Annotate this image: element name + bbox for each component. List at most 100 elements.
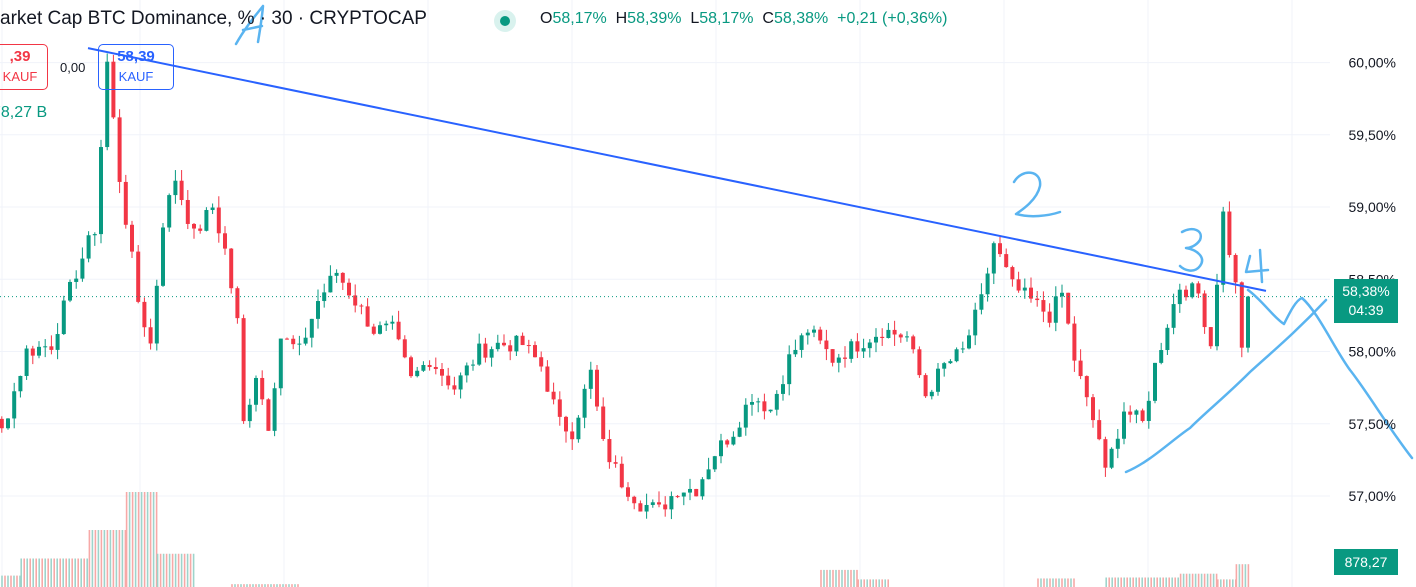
volume-bar: [100, 530, 103, 587]
volume-bar: [878, 579, 880, 587]
candle-body: [384, 323, 389, 326]
candle-body: [886, 329, 891, 338]
close-value: 58,38%: [773, 10, 829, 27]
candle-body: [855, 341, 860, 352]
volume-bar: [884, 579, 886, 587]
candle-body: [638, 503, 643, 512]
volume-bar: [1123, 577, 1125, 587]
candle-body: [725, 440, 730, 445]
candle-body: [576, 417, 581, 440]
candle-body: [30, 348, 35, 356]
candle-body: [495, 342, 500, 350]
volume-bar: [1, 575, 3, 587]
volume-bar: [83, 558, 85, 587]
candle-body: [799, 335, 804, 350]
candle-body: [1239, 282, 1244, 348]
candle-body: [657, 502, 661, 505]
candle-body: [588, 369, 593, 389]
candle-body: [452, 385, 457, 390]
volume-bar: [863, 579, 865, 587]
candle-body: [688, 488, 692, 493]
volume-bar: [267, 584, 269, 587]
volume-bar: [1138, 577, 1140, 587]
volume-bar: [1217, 579, 1219, 587]
candle-body: [55, 334, 60, 350]
volume-bar: [171, 553, 174, 587]
candle-body: [1196, 283, 1201, 294]
volume-bar: [279, 584, 281, 587]
candle-body: [508, 345, 513, 352]
candle-body: [1053, 296, 1058, 323]
candle-body: [427, 365, 432, 367]
annotation-3: [1178, 228, 1204, 272]
candle-body: [1109, 448, 1114, 468]
candle-body: [210, 207, 215, 211]
current-price-tag: 58,38% 04:39: [1334, 279, 1398, 323]
volume-bar: [1182, 573, 1185, 587]
volume-bar: [881, 579, 883, 587]
volume-bars: [1, 492, 1250, 587]
y-tick-label: 58,00%: [1349, 344, 1396, 360]
volume-bar: [1037, 578, 1039, 587]
annotation-forecast-path: [1246, 288, 1414, 460]
candle-body: [6, 418, 10, 429]
volume-bar: [273, 584, 275, 587]
buy-button[interactable]: 58,39 KAUF: [98, 44, 174, 90]
candle-body: [613, 462, 618, 464]
volume-bar: [1203, 573, 1206, 587]
volume-bar: [1150, 577, 1152, 587]
candle-body: [1103, 439, 1108, 468]
volume-bar: [249, 584, 251, 587]
candle-body: [1115, 438, 1120, 449]
candle-body: [967, 335, 971, 349]
volume-bar: [1226, 579, 1228, 587]
volume-bar: [146, 492, 149, 587]
volume-bar: [94, 530, 97, 587]
candle-body: [229, 248, 234, 289]
change-value: +0,21 (+0,36%): [837, 10, 948, 27]
candle-body: [960, 348, 965, 350]
volume-bar: [1185, 573, 1188, 587]
candle-body: [303, 337, 308, 344]
volume-bar: [140, 492, 143, 587]
candle-body: [917, 349, 922, 376]
volume-bar: [1165, 577, 1167, 587]
volume-bar: [291, 584, 293, 587]
candle-body: [985, 273, 990, 295]
candle-body: [198, 228, 203, 231]
candle-body: [774, 393, 779, 410]
volume-bar: [1179, 573, 1182, 587]
candle-body: [830, 349, 835, 363]
trend-line[interactable]: [87, 47, 1267, 292]
current-price-value: 58,38%: [1342, 283, 1390, 299]
y-tick-label: 59,00%: [1349, 199, 1396, 215]
candle-body: [278, 338, 283, 389]
volume-bar: [1215, 573, 1218, 587]
candle-body: [483, 343, 488, 358]
volume-bar: [1129, 577, 1131, 587]
volume-bar: [1064, 578, 1066, 587]
volume-bar: [159, 553, 162, 587]
candle-body: [805, 332, 810, 336]
candle-body: [551, 391, 556, 400]
volume-bar: [183, 553, 186, 587]
y-tick-label: 60,00%: [1349, 55, 1396, 71]
volume-bar: [1188, 573, 1191, 587]
sell-button[interactable]: ,39 KAUF: [0, 44, 48, 90]
volume-bar: [285, 584, 287, 587]
bar-countdown-timer: 04:39: [1348, 302, 1384, 318]
volume-bar: [1135, 577, 1137, 587]
candle-body: [861, 348, 866, 352]
volume-bar: [143, 492, 146, 587]
volume-bar: [246, 584, 248, 587]
volume-bar: [1061, 578, 1063, 587]
candle-body: [1177, 289, 1182, 305]
candle-body: [1215, 284, 1219, 347]
candle-body: [142, 301, 147, 328]
volume-bar: [887, 579, 889, 587]
candle-body: [892, 329, 897, 335]
volume-bar: [62, 558, 64, 587]
candle-body: [1066, 292, 1071, 324]
candle-body: [353, 295, 358, 306]
